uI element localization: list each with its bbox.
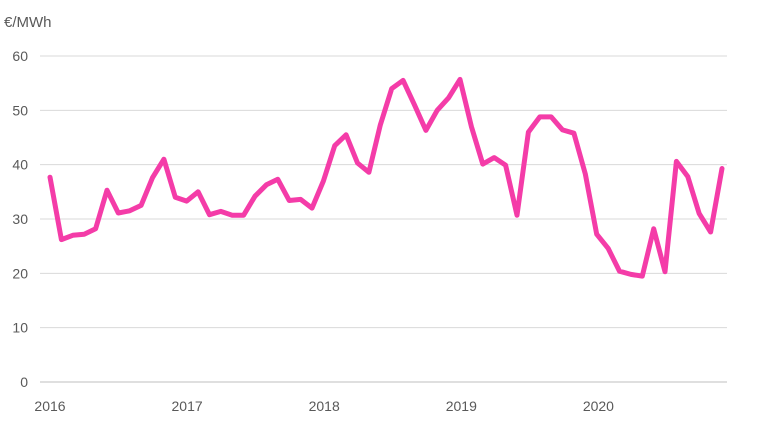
data-point (196, 189, 201, 194)
data-point (366, 170, 371, 175)
data-point (492, 155, 497, 160)
data-point (515, 213, 519, 218)
series-layer (47, 76, 725, 279)
data-point (241, 213, 246, 218)
data-point (150, 175, 155, 180)
y-tick-label: 0 (20, 374, 28, 390)
series-line (47, 76, 725, 279)
data-point (93, 226, 98, 231)
data-point (617, 269, 622, 274)
data-point (446, 95, 451, 100)
data-point (685, 174, 690, 179)
data-point (70, 233, 75, 238)
gridlines (40, 55, 727, 383)
data-point (571, 131, 576, 136)
data-point (127, 208, 132, 213)
data-point (594, 232, 599, 237)
y-tick-label: 30 (12, 211, 28, 227)
y-axis-tick-labels: 0 10 20 30 40 50 60 (12, 48, 28, 390)
data-point (355, 161, 360, 165)
y-tick-label: 20 (12, 265, 28, 281)
data-point (59, 237, 64, 242)
y-tick-label: 50 (12, 102, 28, 118)
data-point (298, 197, 303, 202)
x-tick-label: 2016 (34, 398, 65, 414)
data-point (469, 124, 474, 129)
data-point (173, 195, 178, 200)
data-point (697, 211, 702, 216)
y-tick-label: 60 (12, 48, 28, 64)
data-point (310, 206, 314, 211)
y-tick-label: 40 (12, 157, 28, 173)
data-point (503, 163, 508, 168)
y-axis-unit-label: €/MWh (4, 14, 52, 31)
data-point (264, 182, 269, 187)
data-point (218, 209, 223, 214)
data-point (105, 188, 109, 193)
data-point (344, 132, 349, 137)
data-point (560, 127, 565, 132)
data-point (161, 157, 166, 162)
x-tick-label: 2017 (172, 398, 203, 414)
data-point (651, 226, 656, 231)
y-tick-label: 10 (12, 320, 28, 336)
data-point (583, 171, 588, 176)
data-point (116, 211, 121, 215)
data-point (275, 177, 280, 182)
x-tick-label: 2019 (446, 398, 477, 414)
data-point (549, 114, 554, 119)
data-point (332, 143, 337, 148)
data-point (139, 203, 144, 208)
data-point (435, 108, 440, 113)
data-point (708, 230, 713, 234)
data-point (230, 213, 235, 218)
data-point (287, 198, 292, 203)
data-point (458, 77, 462, 82)
data-point (537, 114, 542, 119)
data-point (674, 159, 679, 164)
data-point (378, 123, 383, 127)
data-point (207, 212, 212, 217)
data-point (48, 175, 52, 180)
data-point (628, 272, 633, 277)
x-tick-label: 2020 (583, 398, 614, 414)
data-point (412, 102, 417, 107)
data-point (184, 199, 189, 204)
data-point (526, 130, 531, 135)
data-point (480, 162, 485, 167)
data-point (321, 179, 326, 183)
data-point (401, 78, 406, 83)
data-point (253, 194, 257, 199)
x-axis-tick-labels: 2016 2017 2018 2019 2020 (34, 398, 614, 414)
data-point (82, 232, 87, 237)
data-point (663, 269, 667, 274)
data-point (720, 166, 724, 171)
x-tick-label: 2018 (309, 398, 340, 414)
data-point (640, 274, 645, 279)
data-point (606, 246, 611, 251)
data-point (389, 86, 394, 91)
data-point (423, 128, 428, 133)
